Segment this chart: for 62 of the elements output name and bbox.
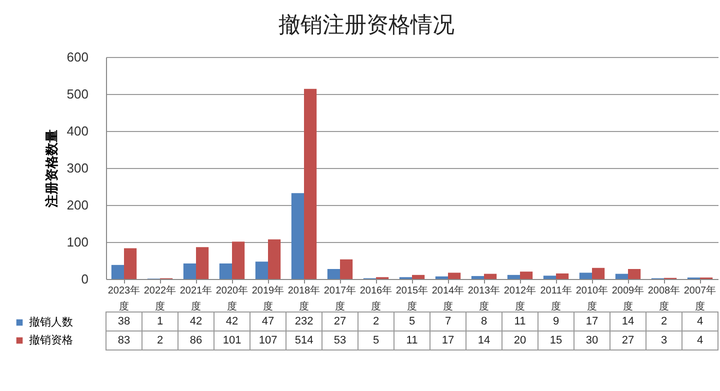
data-label: 4 <box>696 334 704 346</box>
x-tick-label: 2023年度 <box>108 284 140 312</box>
x-tick-label: 2022年度 <box>144 284 176 312</box>
data-label: 232 <box>294 316 314 328</box>
data-label: 20 <box>514 334 526 346</box>
x-tick-label: 2013年度 <box>468 284 500 312</box>
x-tick-label: 2008年度 <box>648 284 680 312</box>
y-tick-label: 0 <box>81 272 88 286</box>
data-label: 86 <box>190 334 202 346</box>
x-tick-label: 2014年度 <box>432 284 464 312</box>
data-label: 2 <box>660 316 668 328</box>
data-label: 4 <box>696 316 704 328</box>
data-label: 30 <box>586 334 598 346</box>
data-label: 83 <box>118 334 130 346</box>
x-tick-label: 2016年度 <box>360 284 392 312</box>
data-label: 53 <box>334 334 346 346</box>
y-axis-title: 注册资格数量 <box>44 130 59 208</box>
data-label: 27 <box>622 334 634 346</box>
data-label: 38 <box>118 316 130 328</box>
y-tick-label: 200 <box>66 198 88 212</box>
data-label: 17 <box>442 334 454 346</box>
x-tick-label: 2009年度 <box>612 284 644 312</box>
data-label: 101 <box>222 334 242 346</box>
data-label: 27 <box>334 316 346 328</box>
legend-label: 撤销资格 <box>29 334 73 346</box>
data-label: 2 <box>156 334 164 346</box>
data-label: 47 <box>262 316 274 328</box>
data-label: 2 <box>372 316 380 328</box>
data-label: 514 <box>294 334 314 346</box>
y-tick-label: 500 <box>66 86 88 102</box>
y-tick-label: 600 <box>66 50 88 64</box>
chart-title: 撤销注册资格情况 <box>278 12 454 37</box>
data-label: 17 <box>586 316 598 328</box>
data-label: 9 <box>552 316 560 328</box>
x-tick-label: 2021年度 <box>180 284 212 312</box>
y-tick-label: 300 <box>66 160 88 176</box>
data-label: 5 <box>408 316 416 328</box>
data-label: 1 <box>156 316 164 328</box>
data-label: 3 <box>660 334 668 346</box>
x-tick-label: 2011年度 <box>540 284 572 312</box>
x-tick-label: 2007年度 <box>684 284 716 312</box>
x-tick-label: 2018年度 <box>288 284 320 312</box>
data-label: 15 <box>550 334 562 346</box>
data-label: 7 <box>444 316 452 328</box>
data-label: 42 <box>226 316 238 328</box>
data-label: 11 <box>514 316 526 328</box>
x-tick-label: 2020年度 <box>216 284 248 312</box>
data-label: 11 <box>406 334 418 346</box>
x-tick-label: 2010年度 <box>576 284 608 312</box>
legend-label: 撤销人数 <box>29 316 73 328</box>
x-tick-label: 2019年度 <box>252 284 284 312</box>
y-tick-label: 400 <box>66 124 88 138</box>
data-label: 14 <box>622 316 634 328</box>
data-label: 107 <box>258 334 278 346</box>
data-label: 14 <box>478 334 490 346</box>
data-label: 8 <box>480 316 488 328</box>
y-tick-label: 100 <box>66 234 88 250</box>
x-tick-label: 2015年度 <box>396 284 428 312</box>
x-tick-label: 2017年度 <box>324 284 356 312</box>
data-label: 42 <box>190 316 202 328</box>
x-tick-label: 2012年度 <box>504 284 536 312</box>
data-label: 5 <box>372 334 380 346</box>
